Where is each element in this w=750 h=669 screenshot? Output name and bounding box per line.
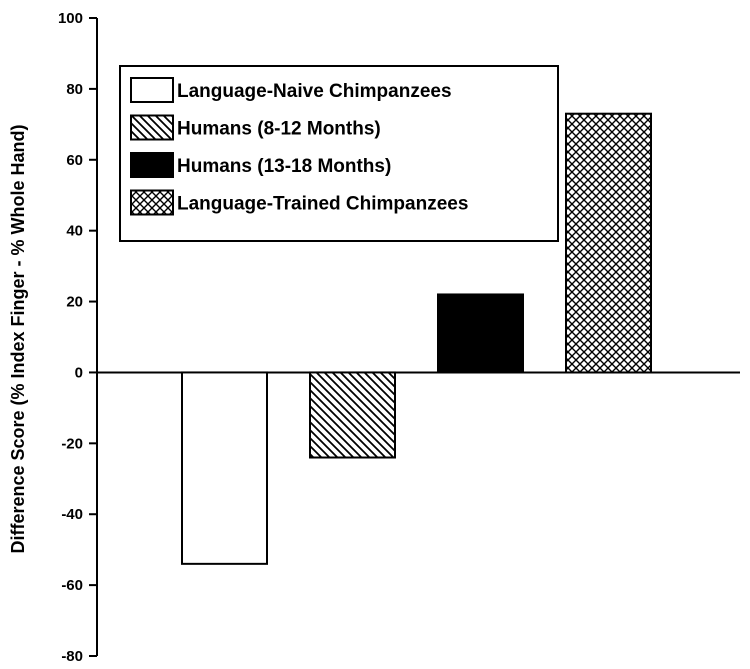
y-axis-title: Difference Score (% Index Finger - % Who…	[8, 124, 28, 553]
legend: Language-Naive Chimpanzees Humans (8-12 M…	[119, 65, 559, 242]
bar	[437, 293, 524, 374]
legend-swatch	[130, 114, 174, 141]
y-tick-label: 60	[66, 152, 83, 169]
legend-label: Language-Trained Chimpanzees	[177, 194, 468, 215]
y-tick-label: 0	[75, 364, 83, 381]
bar	[309, 371, 396, 459]
y-tick-label: -40	[61, 506, 83, 523]
y-tick-label: -20	[61, 435, 83, 452]
y-tick-label: -80	[61, 648, 83, 665]
legend-swatch	[130, 189, 174, 216]
legend-swatch	[130, 152, 174, 178]
y-tick-label: 20	[66, 294, 83, 311]
y-tick-label: 40	[66, 223, 83, 240]
legend-label: Humans (13-18 Months)	[177, 156, 391, 177]
y-tick-label: 100	[58, 10, 83, 27]
y-tick-label: 80	[66, 81, 83, 98]
bar	[181, 371, 268, 565]
y-tick-label: -60	[61, 577, 83, 594]
bars	[181, 112, 652, 565]
legend-label: Language-Naive Chimpanzees	[177, 81, 452, 102]
bar	[565, 112, 652, 374]
legend-box	[119, 65, 559, 242]
legend-label: Humans (8-12 Months)	[177, 119, 381, 140]
legend-swatch	[130, 77, 174, 103]
